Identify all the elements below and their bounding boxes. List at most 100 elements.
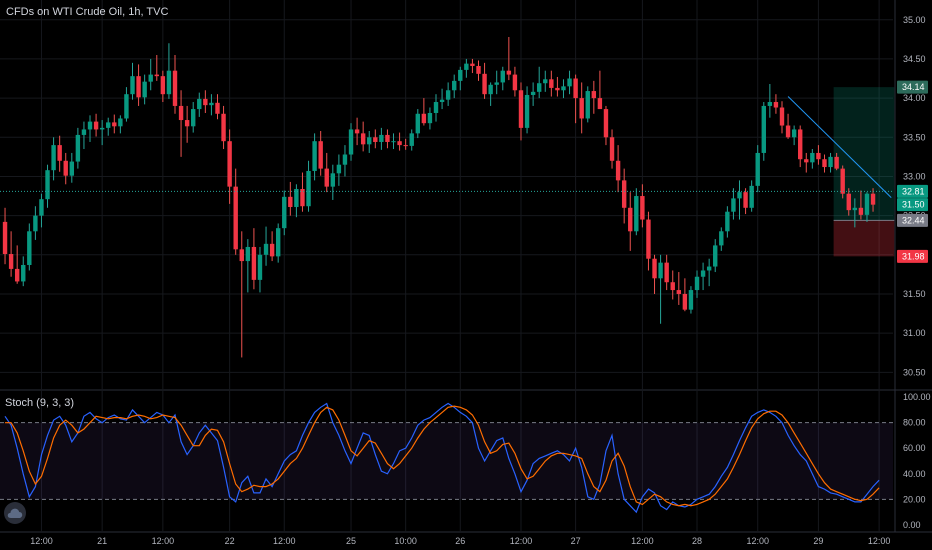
candle (439, 88, 445, 110)
candle-body (464, 63, 469, 70)
candle-body (749, 185, 754, 208)
candle (676, 272, 682, 305)
candle-body (591, 91, 597, 99)
time-tick-label: 12:00 (510, 536, 533, 546)
candle (798, 125, 803, 168)
candle-body (360, 133, 366, 145)
stoch-tick-label: 100.00 (903, 392, 931, 402)
time-tick-label: 12:00 (631, 536, 654, 546)
candle-body (367, 137, 372, 145)
candle-body (555, 87, 560, 91)
candle-body (810, 152, 815, 163)
candle (263, 226, 269, 266)
cloud-icon-glyph (7, 508, 23, 518)
candle (694, 270, 700, 298)
price-tag-bg (897, 213, 928, 227)
time-tick-label: 28 (692, 536, 702, 546)
candle-body (391, 141, 396, 143)
candle (385, 129, 390, 149)
candle-body (761, 105, 766, 153)
candle-body (385, 134, 390, 142)
candle-body (615, 160, 621, 181)
candle-body (45, 170, 50, 200)
candle-body (421, 113, 427, 124)
stoch-tick-label: 80.00 (903, 418, 926, 428)
candle-body (634, 196, 639, 232)
candle-body (822, 159, 827, 168)
candle (51, 137, 56, 181)
candle-body (785, 125, 791, 138)
candle (761, 102, 766, 161)
candle-body (731, 198, 736, 212)
candle-body (57, 145, 62, 161)
candle (573, 74, 578, 124)
grid-lines (0, 0, 932, 533)
candle-body (209, 102, 214, 106)
candle (561, 79, 566, 99)
candle-body (561, 86, 566, 91)
candle (45, 164, 50, 208)
candle-body (142, 81, 147, 98)
candle-body (518, 90, 524, 128)
candle-body (336, 164, 342, 174)
candle-body (798, 129, 803, 160)
candle (336, 154, 342, 186)
price-tag-bg (897, 80, 928, 94)
candle (870, 188, 876, 212)
candle (864, 192, 870, 222)
trend-line (787, 96, 892, 198)
candle (306, 160, 311, 212)
chart-overlays[interactable] (0, 96, 893, 198)
candle-body (397, 141, 402, 146)
price-tag-label: 31.50 (902, 200, 925, 210)
stoch-tick-label: 20.00 (903, 494, 926, 504)
candle (245, 239, 251, 293)
price-tag: 31.50 (897, 198, 928, 212)
price-tag-bg (897, 198, 928, 212)
candle (14, 245, 20, 284)
time-tick-label: 12:00 (30, 536, 53, 546)
candle (391, 133, 396, 150)
candle-body (658, 262, 663, 279)
candle (8, 231, 14, 277)
candle (749, 180, 754, 212)
cloud-icon[interactable] (4, 502, 26, 524)
candle (209, 94, 214, 116)
candle-body (494, 82, 499, 85)
price-tag-label: 34.14 (902, 82, 925, 92)
candle-body (282, 196, 287, 229)
candle (482, 62, 487, 99)
candle (397, 132, 402, 151)
candle (409, 129, 414, 151)
candle (433, 94, 439, 122)
candle (87, 115, 93, 142)
candle-body (506, 70, 512, 75)
candle-body (858, 207, 864, 215)
price-tick-label: 34.00 (903, 93, 926, 103)
price-tick-label: 35.00 (903, 15, 926, 25)
long-position-tool[interactable] (833, 87, 895, 257)
candle-body (233, 186, 238, 250)
candle-body (864, 193, 870, 215)
candle-body (870, 193, 876, 205)
candle (585, 86, 590, 123)
candle-body (294, 188, 299, 208)
stoch-indicator-label[interactable]: Stoch (9, 3, 3) (5, 397, 75, 409)
candle-body (118, 118, 123, 127)
price-tag-bg (897, 249, 928, 263)
candle (713, 239, 718, 273)
price-tag-label: 32.44 (902, 215, 925, 225)
candle (688, 286, 694, 314)
candle (233, 168, 238, 255)
candle (524, 86, 530, 134)
candle (543, 70, 548, 92)
candle (312, 133, 317, 181)
candle (755, 145, 760, 193)
candle-body (257, 254, 263, 280)
stoch-tick-label: 60.00 (903, 443, 926, 453)
candle-body (737, 192, 742, 199)
candle (148, 58, 153, 91)
candle (536, 66, 542, 99)
candle-body (166, 70, 172, 95)
